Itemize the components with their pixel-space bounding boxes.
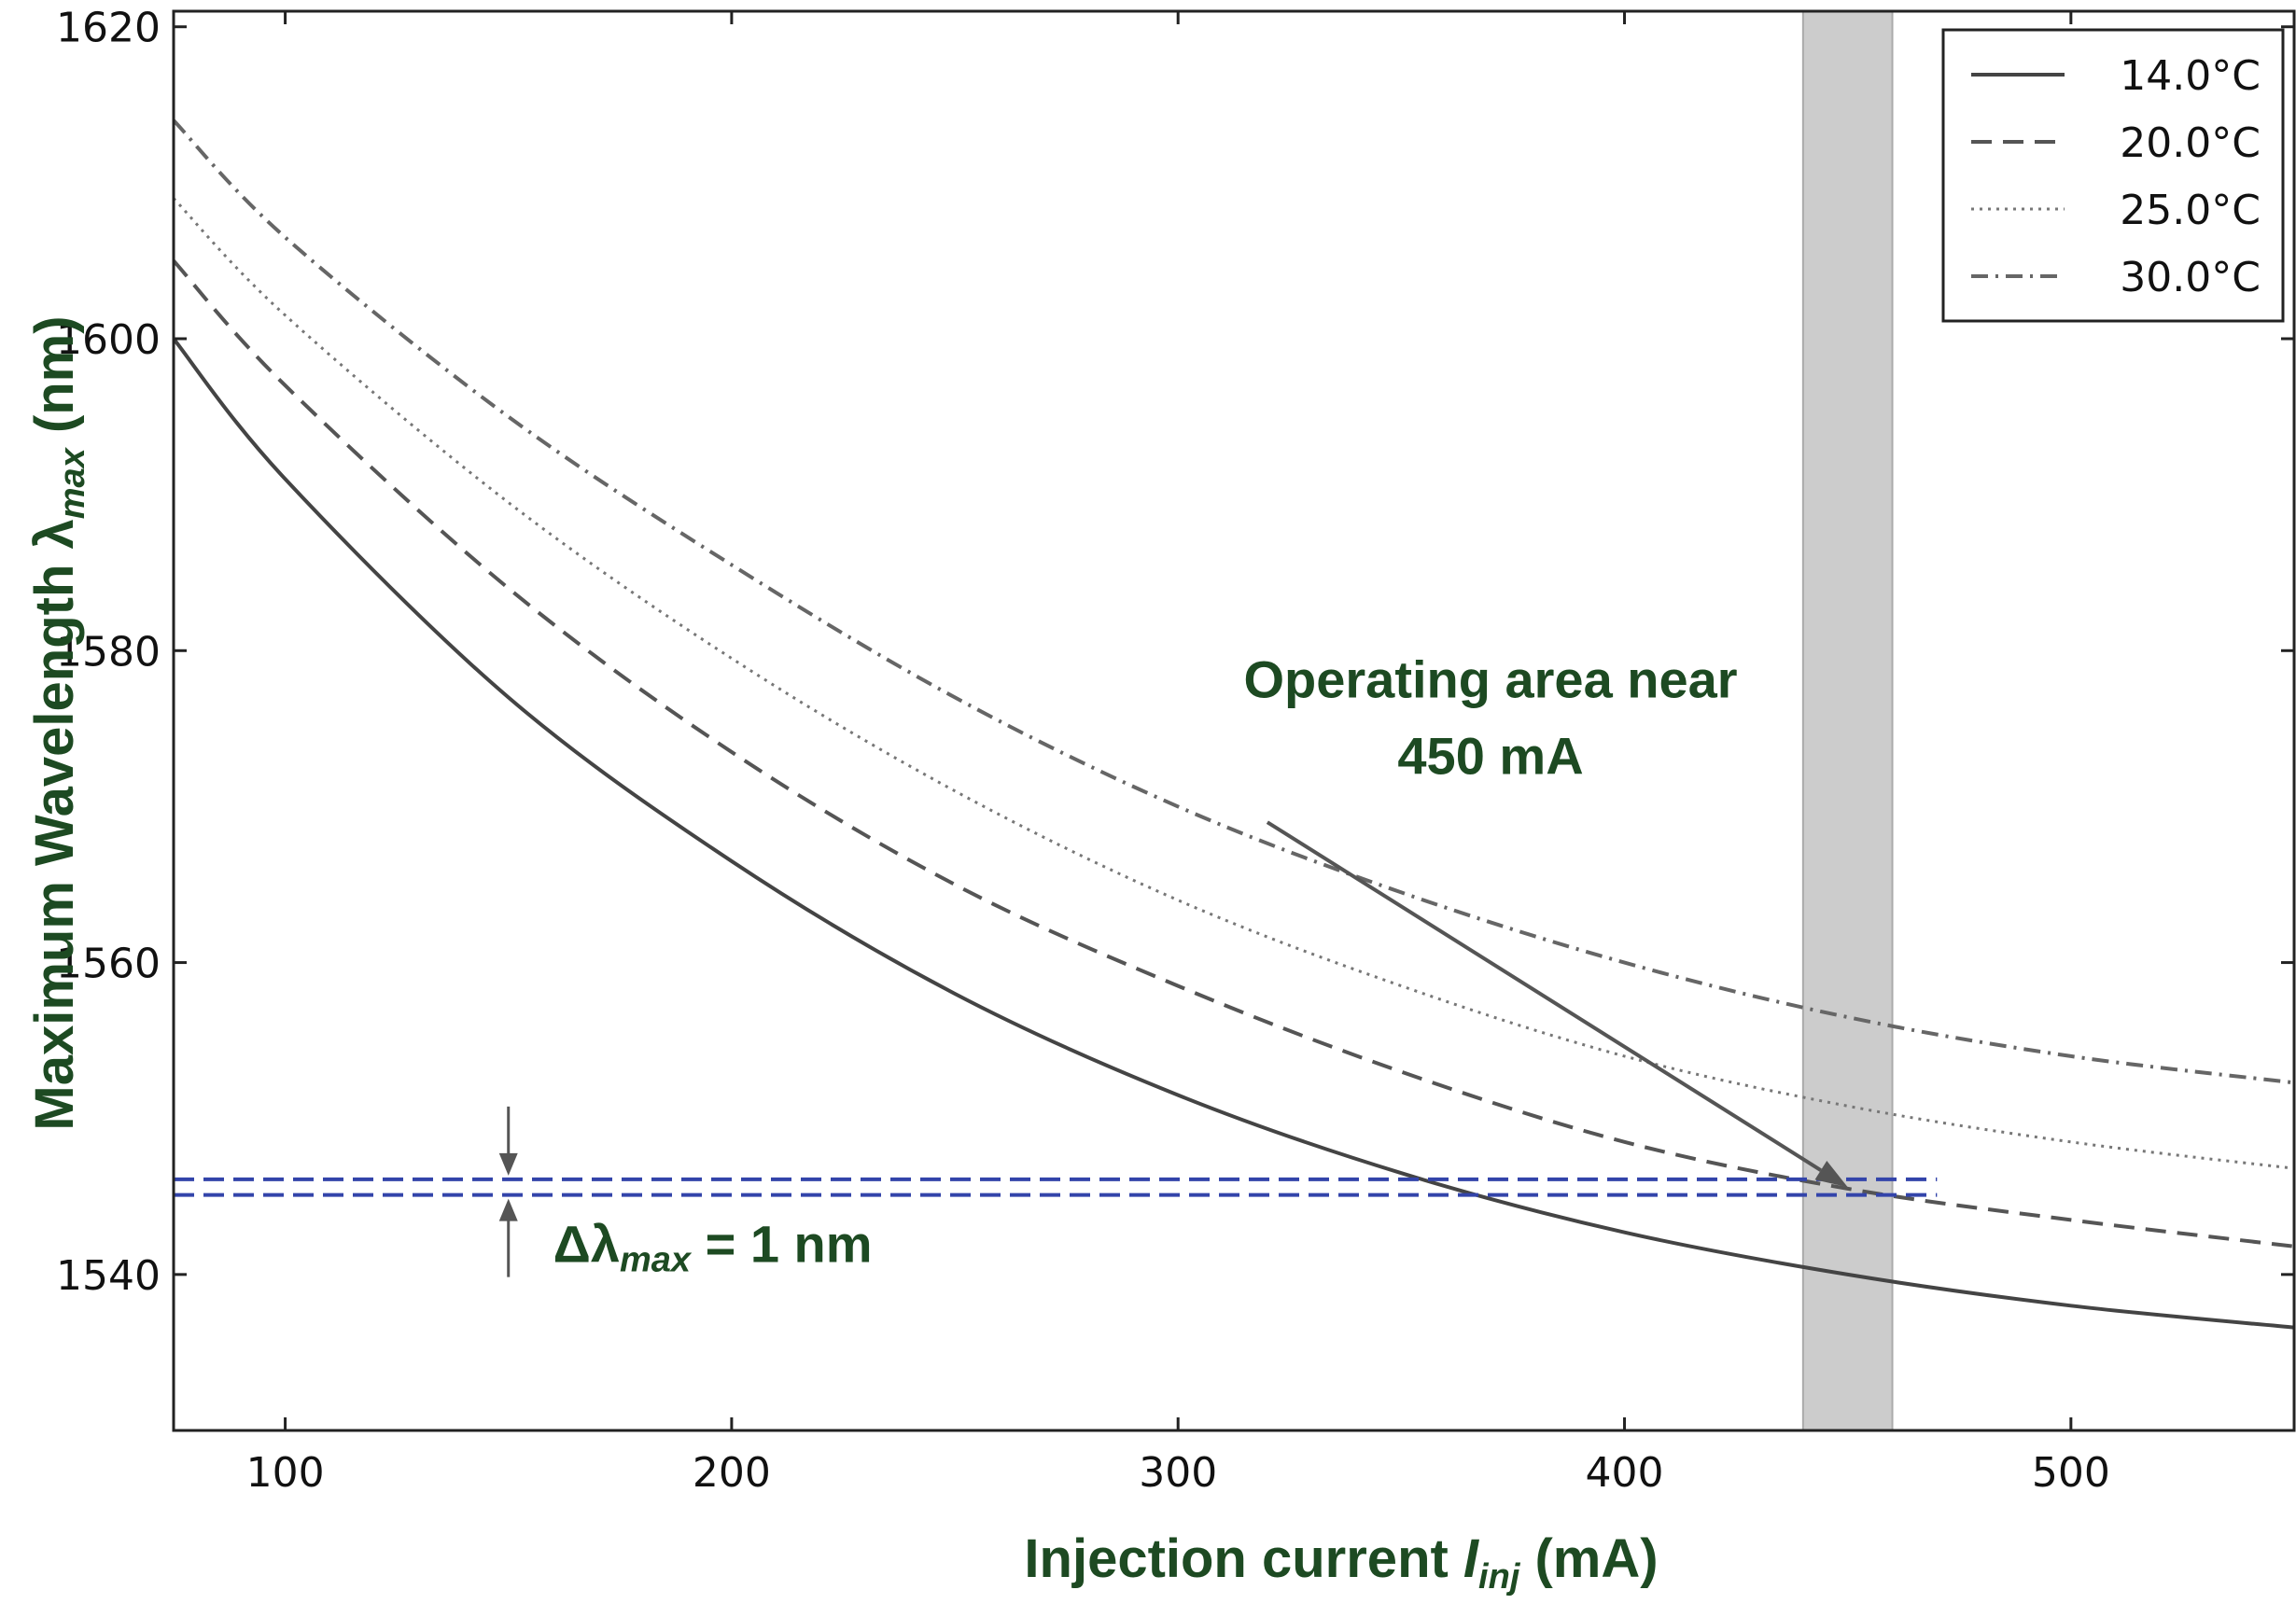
operating-band <box>1801 10 1894 1431</box>
x-tick-label: 400 <box>1586 1449 1664 1497</box>
operating-band-layer <box>1801 10 1894 1431</box>
series-line-2 <box>172 259 2295 1248</box>
x-axis-label-var: I <box>1463 1528 1480 1589</box>
x-tick-label: 500 <box>2032 1449 2110 1497</box>
x-tick-label: 100 <box>246 1449 325 1497</box>
delta-lambda-rest: = 1 nm <box>691 1214 873 1273</box>
y-axis-label-var: λ <box>24 519 85 549</box>
x-axis-label-sub: inj <box>1478 1557 1521 1597</box>
operating-area-arrow <box>1266 820 1822 1172</box>
legend-label-4: 30.0°C <box>2120 254 2261 301</box>
delta-arrows <box>498 1106 518 1277</box>
annotation-layer: Operating area near 450 mA Δλmax = 1 nm <box>498 649 1848 1279</box>
operating-area-label-line1: Operating area near <box>1243 649 1737 708</box>
x-tick-label: 200 <box>693 1449 771 1497</box>
y-tick-label: 1540 <box>56 1252 161 1300</box>
y-tick-label: 1620 <box>56 5 161 52</box>
reference-lines-layer <box>174 1177 1938 1197</box>
x-axis-label-main: Injection current <box>1024 1528 1463 1589</box>
legend: 14.0°C 20.0°C 25.0°C 30.0°C <box>1941 28 2285 323</box>
operating-area-arrowhead <box>1814 1160 1848 1188</box>
legend-label-3: 25.0°C <box>2120 187 2261 234</box>
delta-arrowhead-up <box>498 1198 518 1221</box>
y-axis-label-unit: (nm) <box>24 315 85 448</box>
series-line-3 <box>172 197 2295 1170</box>
operating-area-label-line2: 450 mA <box>1397 726 1583 785</box>
legend-label-2: 20.0°C <box>2120 119 2261 167</box>
delta-lambda-label: Δλmax = 1 nm <box>553 1214 873 1279</box>
series-line-4 <box>172 119 2295 1085</box>
delta-arrowhead-down <box>498 1152 518 1176</box>
x-axis-label: Injection current Iinj (mA) <box>1024 1528 1658 1597</box>
y-axis-label: Maximum Wavelength λmax (nm) <box>24 315 92 1130</box>
x-tick-label: 300 <box>1139 1449 1217 1497</box>
x-axis-label-unit: (mA) <box>1519 1528 1658 1589</box>
y-tick-label: 1560 <box>56 941 161 988</box>
y-axis-label-sub: max <box>53 446 92 519</box>
series-layer <box>172 119 2295 1330</box>
tick-layer: 100 200 300 400 500 1540 1560 1580 1600 1620 <box>56 5 2294 1497</box>
y-tick-label: 1600 <box>56 316 161 364</box>
legend-box <box>1941 28 2285 323</box>
plot-frame <box>172 9 2296 1432</box>
y-axis-label-main: Maximum Wavelength <box>24 550 85 1131</box>
delta-lambda-symbol: Δλ <box>553 1214 620 1273</box>
series-line-1 <box>172 337 2295 1330</box>
delta-lambda-sub: max <box>620 1240 693 1279</box>
y-tick-label: 1580 <box>56 628 161 676</box>
legend-label-1: 14.0°C <box>2120 52 2261 100</box>
